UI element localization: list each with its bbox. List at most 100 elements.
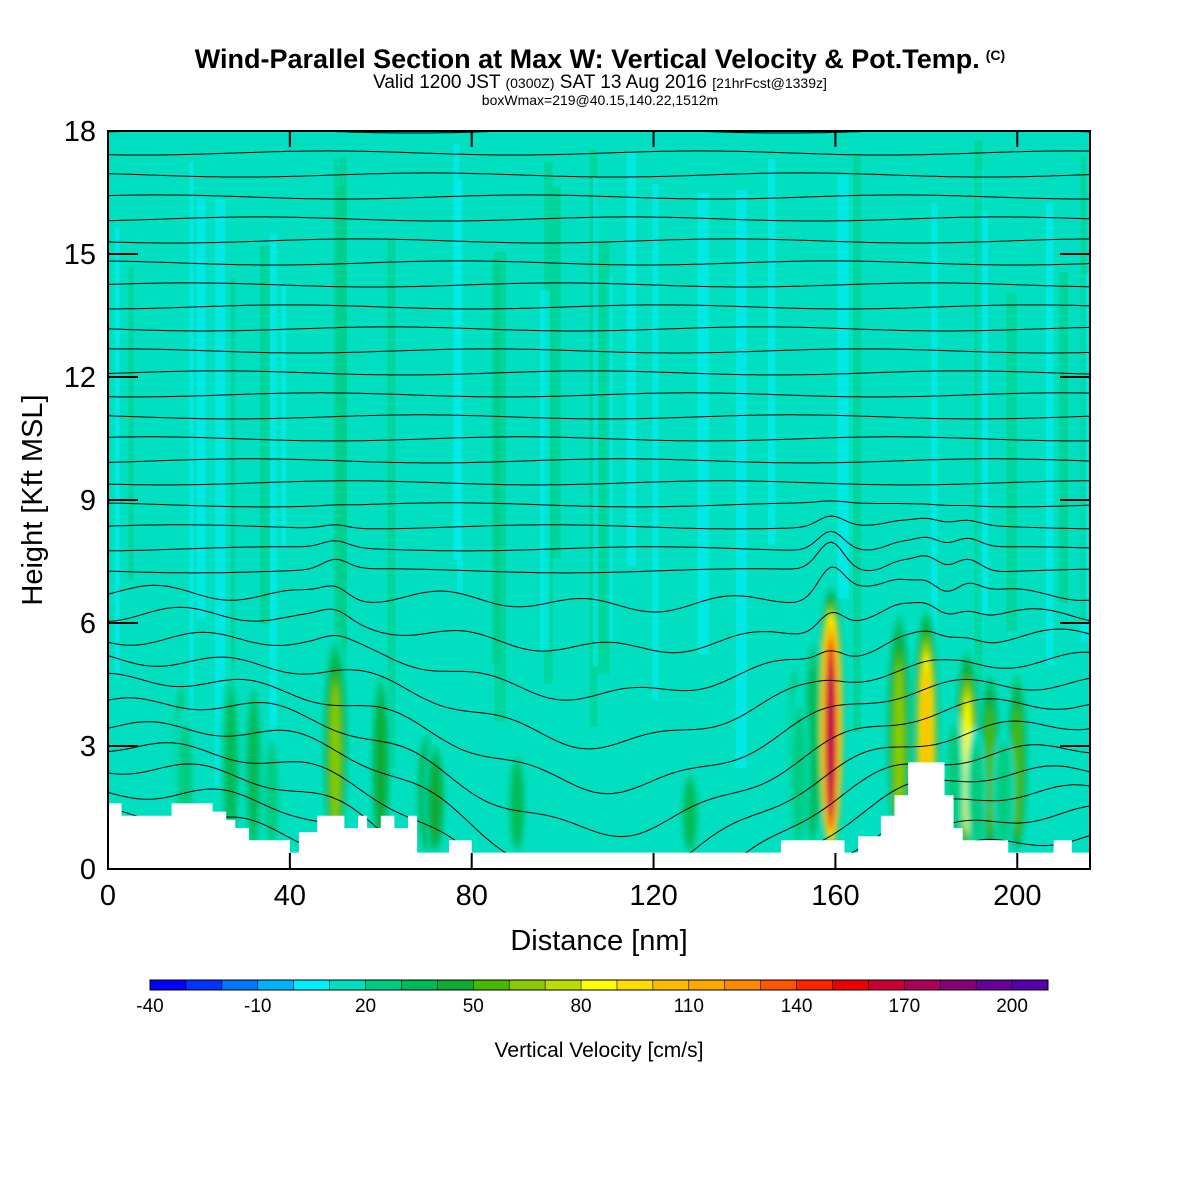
forecast-info: [21hrFcst@1339z] (712, 75, 827, 91)
velocity-cell (1012, 706, 1023, 836)
colorbar-swatch (437, 980, 474, 990)
isentrope-line (108, 601, 1090, 654)
box-wmax-info: boxWmax=219@40.15,140.22,1512m (481, 92, 719, 108)
velocity-cell (996, 741, 1012, 849)
isentrope-line (108, 515, 1090, 530)
x-tick-label: 160 (811, 880, 859, 912)
colorbar-tick-label: 200 (996, 996, 1028, 1017)
colorbar-swatch (724, 980, 762, 990)
colorbar-swatch (473, 980, 510, 990)
isentrope-line (108, 458, 1090, 464)
x-tick-label: 40 (274, 880, 306, 912)
x-tick-label: 80 (456, 880, 488, 912)
isentrope-line (108, 566, 1090, 613)
colorbar: -40 -10 20 50 80 110 140 170 200 (136, 979, 1049, 1017)
chart-subtitle: Valid 1200 JST (0300Z) SAT 13 Aug 2016 [… (0, 72, 1200, 94)
velocity-cell (969, 741, 984, 849)
isentrope-line (108, 260, 1090, 266)
velocity-streak (128, 267, 134, 580)
x-axis-label: Distance [nm] (510, 925, 687, 957)
isentrope-line (108, 326, 1090, 332)
velocity-streak (336, 185, 347, 750)
velocity-streak (259, 245, 271, 625)
velocity-streak (1006, 293, 1017, 631)
velocity-cell (330, 683, 341, 831)
y-tick-label: 18 (64, 116, 96, 148)
velocity-streak (978, 212, 989, 615)
colorbar-swatch (652, 980, 690, 990)
colorbar-tick-label: -10 (244, 996, 271, 1017)
colorbar-swatch (1012, 980, 1049, 990)
valid-date: SAT 13 Aug 2016 (559, 72, 707, 93)
isentrope-line (108, 370, 1090, 376)
velocity-streak (540, 290, 550, 651)
velocity-streak (853, 153, 861, 732)
velocity-cell (430, 761, 441, 845)
velocity-streak (230, 277, 236, 722)
velocity-streak (1080, 156, 1086, 621)
velocity-cell (984, 706, 995, 836)
plot-area (108, 131, 1090, 869)
y-tick-label: 0 (80, 854, 96, 886)
y-axis: 0 3 6 9 12 15 18 (64, 116, 1090, 886)
velocity-streak (494, 251, 507, 722)
x-axis: 0 40 80 120 160 200 (100, 131, 1041, 912)
velocity-streak (457, 179, 463, 593)
velocity-streak (453, 144, 460, 560)
colorbar-swatch (509, 980, 546, 990)
zulu-time: (0300Z) (505, 75, 555, 91)
velocity-streak (551, 186, 562, 559)
velocity-cell (684, 781, 696, 849)
velocity-cell (791, 705, 807, 847)
isentrope-line (108, 480, 1090, 486)
colorbar-swatch (185, 980, 223, 990)
velocity-cell (224, 697, 237, 841)
velocity-streak (492, 259, 500, 664)
isentrope-line (108, 414, 1090, 420)
colorbar-frame (149, 979, 1049, 991)
colorbar-swatch (796, 980, 833, 990)
velocity-streak (333, 158, 339, 778)
colorbar-swatch (904, 980, 941, 990)
isentrope-line (108, 697, 1090, 838)
velocity-streak (593, 176, 598, 667)
colorbar-tick-label: 50 (463, 996, 484, 1017)
velocity-streak (626, 150, 636, 566)
colorbar-label: Vertical Velocity [cm/s] (495, 1039, 704, 1062)
isentrope-line (108, 628, 1090, 701)
colorbar-swatch (940, 980, 977, 990)
velocity-streak (114, 227, 120, 679)
isentrope-line (108, 826, 1090, 869)
colorbar-tick-label: -40 (136, 996, 163, 1017)
colorbar-swatch (616, 980, 654, 990)
colorbar-swatch (221, 980, 259, 990)
colorbar-swatch (832, 980, 869, 990)
isentrope-line (108, 672, 1090, 795)
colorbar-swatch (760, 980, 798, 990)
velocity-cell (827, 657, 834, 820)
velocity-streak (767, 158, 776, 545)
velocity-streak (931, 203, 938, 723)
isentrope-line (108, 541, 1090, 574)
velocity-cell (511, 764, 524, 848)
y-tick-label: 15 (64, 239, 96, 271)
colorbar-swatch (150, 980, 187, 990)
y-axis-label: Height [Kft MSL] (17, 394, 49, 605)
velocity-cell (247, 703, 260, 841)
y-tick-label: 6 (80, 608, 96, 640)
velocity-streak (837, 175, 849, 599)
velocity-streak (652, 184, 659, 700)
velocity-streak (974, 139, 983, 697)
colorbar-swatch (545, 980, 582, 990)
isentrope-line (108, 392, 1090, 398)
velocity-streak (269, 233, 277, 766)
velocity-streak (1045, 202, 1054, 666)
isentrope-line (108, 348, 1090, 354)
x-tick-label: 0 (100, 880, 116, 912)
isentrope-line (108, 530, 1090, 552)
chart-title: Wind-Parallel Section at Max W: Vertical… (194, 44, 1006, 74)
colorbar-swatch (581, 980, 618, 990)
colorbar-swatch (293, 980, 331, 990)
colorbar-swatch (365, 980, 402, 990)
